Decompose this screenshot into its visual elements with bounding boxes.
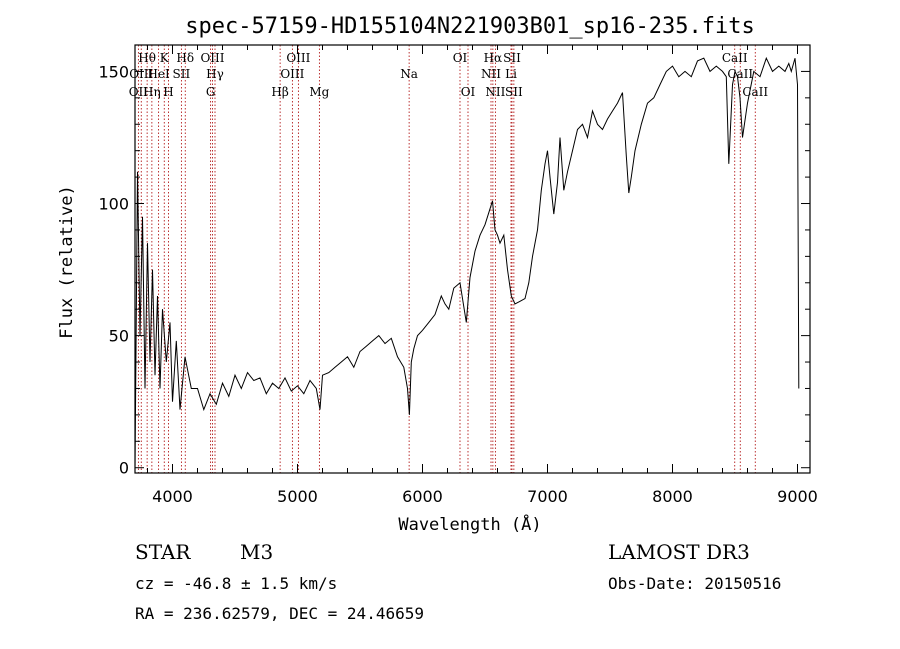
- spectral-line-label: OI: [461, 85, 476, 99]
- y-tick-label: 50: [109, 327, 129, 346]
- y-tick-label: 150: [98, 62, 129, 81]
- x-tick-label: 6000: [402, 487, 443, 506]
- spectral-line-label: Mg: [309, 85, 329, 99]
- plot-frame: [134, 44, 811, 474]
- spectral-line-label: CaII: [727, 67, 753, 81]
- spectral-line-label: SII: [503, 51, 521, 65]
- spectral-line-label: Hβ: [271, 85, 288, 99]
- chart-title: spec-57159-HD155104N221903B01_sp16-235.f…: [185, 14, 755, 39]
- spectral-line-label: Hα: [484, 51, 503, 65]
- spectral-line-label: Li: [505, 67, 517, 81]
- spectral-line-label: Na: [400, 67, 418, 81]
- x-axis-ticks: 4000 5000 6000 7000 8000 9000: [147, 45, 818, 506]
- x-tick-label: 7000: [527, 487, 568, 506]
- y-axis-ticks: 0 50 100 150: [98, 62, 810, 478]
- object-subclass: M3: [240, 540, 273, 564]
- spectral-line-label: CaII: [722, 51, 748, 65]
- spectral-line-markers: [137, 45, 756, 473]
- x-tick-label: 4000: [152, 487, 193, 506]
- spectral-line-label: OIII: [280, 67, 304, 81]
- spectral-line-label: Hδ: [176, 51, 194, 65]
- spectral-line-label: OIII: [286, 51, 310, 65]
- spectral-line-label: G: [206, 85, 216, 99]
- observation-date: Obs-Date: 20150516: [608, 574, 781, 593]
- spectral-line-label: HeI: [147, 67, 170, 81]
- x-tick-label: 9000: [777, 487, 818, 506]
- x-axis-label: Wavelength (Å): [398, 513, 541, 535]
- spectral-line-label: Hγ: [206, 67, 224, 81]
- x-tick-label: 5000: [277, 487, 318, 506]
- spectral-line-label: OIII: [200, 51, 224, 65]
- object-class: STAR: [135, 540, 191, 564]
- survey-name: LAMOST DR3: [608, 540, 750, 564]
- coordinates: RA = 236.62579, DEC = 24.46659: [135, 604, 424, 623]
- spectral-line-label: Hθ: [138, 51, 156, 65]
- spectral-line-label: OI: [453, 51, 468, 65]
- y-tick-label: 0: [119, 459, 129, 478]
- y-axis-label: Flux (relative): [57, 185, 77, 339]
- spectral-line-label: SII: [173, 67, 191, 81]
- spectral-line-label: Hη: [143, 85, 161, 99]
- spectral-line-label: NII: [485, 85, 505, 99]
- x-tick-label: 8000: [652, 487, 693, 506]
- spectral-line-label: H: [163, 85, 173, 99]
- spectral-line-label: CaII: [742, 85, 768, 99]
- y-tick-label: 100: [98, 195, 129, 214]
- spectrum-line: [134, 56, 800, 468]
- redshift-info: cz = -46.8 ± 1.5 km/s: [135, 574, 337, 593]
- spectral-line-label: NII: [481, 67, 501, 81]
- spectral-line-label: OII: [129, 85, 149, 99]
- spectral-line-label: SII: [505, 85, 523, 99]
- spectral-line-label: K: [160, 51, 170, 65]
